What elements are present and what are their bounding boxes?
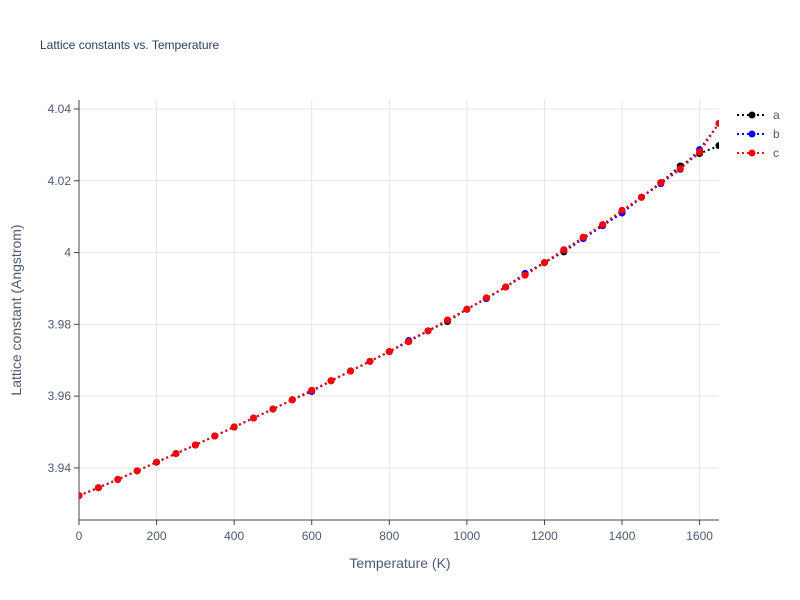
- data-point-c: [230, 423, 238, 431]
- x-tick-label: 200: [147, 529, 167, 543]
- data-point-c: [250, 414, 258, 422]
- data-point-c: [463, 305, 471, 313]
- x-axis-label: Temperature (K): [349, 555, 450, 571]
- data-point-c: [657, 179, 665, 187]
- y-axis-label: Lattice constant (Angstrom): [8, 224, 24, 395]
- data-point-c: [540, 259, 548, 267]
- data-point-c: [327, 377, 335, 385]
- data-point-c: [211, 432, 219, 440]
- data-point-c: [308, 386, 316, 394]
- legend-swatch-marker: [748, 130, 756, 138]
- data-point-c: [288, 396, 296, 404]
- x-tick-label: 600: [302, 529, 322, 543]
- grid-lines: [78, 100, 719, 520]
- series-a: [79, 142, 719, 500]
- data-point-c: [443, 316, 451, 324]
- axes: 0 200 400 600 800 1000 1200 1400 1600 3.94 3.96 3.9…: [48, 100, 719, 543]
- x-tick-label: 1200: [531, 529, 558, 543]
- data-point-c: [94, 484, 102, 492]
- data-point-c: [521, 271, 529, 279]
- y-tick-label: 3.96: [48, 389, 72, 403]
- data-point-c: [191, 441, 199, 449]
- x-tick-label: 0: [76, 529, 83, 543]
- x-tick-label: 400: [224, 529, 244, 543]
- y-tick-label: 3.94: [48, 461, 72, 475]
- chart-title: Lattice constants vs. Temperature: [40, 38, 220, 52]
- legend-swatch-marker: [748, 111, 756, 119]
- x-tick-label: 1600: [686, 529, 713, 543]
- y-tick-label: 3.98: [48, 317, 72, 331]
- data-point-c: [579, 233, 587, 241]
- legend-label: b: [773, 127, 780, 141]
- legend-item-b[interactable]: b: [737, 127, 780, 141]
- data-point-c: [560, 246, 568, 254]
- series-group: [79, 119, 719, 500]
- data-point-c: [153, 458, 161, 466]
- x-tick-label: 1400: [609, 529, 636, 543]
- series-c: [79, 119, 719, 500]
- legend-item-a[interactable]: a: [737, 108, 780, 122]
- data-point-c: [482, 294, 490, 302]
- y-tick-label: 4.04: [48, 102, 72, 116]
- y-tick-label: 4: [64, 246, 71, 260]
- data-point-a: [715, 142, 719, 150]
- data-point-c: [133, 467, 141, 475]
- data-point-c: [618, 206, 626, 214]
- data-point-c: [79, 492, 83, 500]
- series-line-b: [79, 122, 719, 497]
- y-tick-label: 4.02: [48, 174, 72, 188]
- legend-label: a: [773, 108, 780, 122]
- data-point-c: [366, 357, 374, 365]
- data-point-c: [172, 450, 180, 458]
- series-line-a: [79, 144, 719, 497]
- series-line-c: [79, 122, 719, 497]
- data-point-c: [269, 405, 277, 413]
- data-point-c: [676, 165, 684, 173]
- x-tick-label: 1000: [454, 529, 481, 543]
- series-b: [79, 119, 719, 500]
- data-point-c: [599, 221, 607, 229]
- data-point-c: [347, 367, 355, 375]
- data-point-c: [502, 283, 510, 291]
- data-point-c: [405, 338, 413, 346]
- legend-label: c: [773, 146, 779, 160]
- data-point-c: [637, 193, 645, 201]
- data-point-c: [696, 148, 704, 156]
- legend-swatch-marker: [748, 149, 756, 157]
- x-tick-label: 800: [379, 529, 399, 543]
- data-point-c: [114, 475, 122, 483]
- legend-item-c[interactable]: c: [737, 146, 779, 160]
- data-point-c: [424, 327, 432, 335]
- data-point-c: [385, 348, 393, 356]
- legend[interactable]: abc: [737, 108, 780, 160]
- data-point-c: [715, 119, 719, 127]
